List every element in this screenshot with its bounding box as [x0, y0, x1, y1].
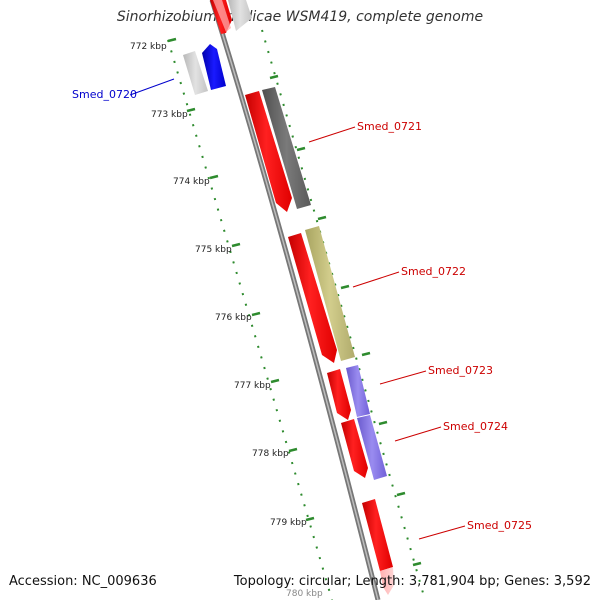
topology-text: Topology: circular; Length: 3,781,904 bp…	[233, 574, 591, 589]
leader-smed-0722	[352, 271, 400, 288]
scale-label-778: 778 kbp	[252, 449, 289, 459]
genome-title: Sinorhizobium medicae WSM419, complete g…	[116, 9, 484, 25]
scale-tick-777	[270, 378, 280, 384]
gene-smed-0724[interactable]	[341, 415, 387, 480]
leader-smed-0723	[379, 370, 427, 385]
cog-box-smed-0722[interactable]	[305, 226, 355, 361]
cog-box-smed-0720[interactable]	[183, 51, 208, 95]
gene-label-smed-0723[interactable]: Smed_0723	[428, 364, 493, 377]
gene-labels: Smed_0720 Smed_0721 Smed_0722 Smed_0723 …	[72, 88, 532, 532]
scale-tick-773	[186, 107, 196, 113]
leader-smed-0724	[394, 426, 442, 442]
cog-box-smed-0723[interactable]	[346, 365, 370, 417]
scale-label-777: 777 kbp	[234, 381, 271, 391]
gene-smed-0723[interactable]	[327, 365, 370, 420]
genome-backbone	[209, 0, 381, 600]
feature-fragment-top	[210, 0, 252, 34]
cds-forward-smed-0723[interactable]	[327, 369, 351, 420]
gene-smed-0722[interactable]	[288, 226, 355, 363]
scale-labels: 772 kbp 773 kbp 774 kbp 775 kbp 776 kbp …	[130, 42, 323, 599]
scale-label-780: 780 kbp	[286, 589, 323, 599]
scale-tick-772	[167, 37, 177, 43]
scale-label-774: 774 kbp	[173, 177, 210, 187]
gene-label-smed-0724[interactable]: Smed_0724	[443, 420, 508, 433]
scale-label-773: 773 kbp	[151, 110, 188, 120]
gene-smed-0720[interactable]	[183, 44, 226, 95]
gene-label-smed-0721[interactable]: Smed_0721	[357, 120, 422, 133]
scale-tick-774	[209, 174, 219, 180]
cog-box-smed-0721[interactable]	[262, 87, 311, 209]
scale-tick-776	[251, 311, 261, 317]
cds-forward-smed-0725-tail[interactable]	[380, 567, 394, 595]
accession-text: Accession: NC_009636	[9, 574, 157, 589]
scale-label-772: 772 kbp	[130, 42, 167, 52]
scale-track-right	[261, 29, 426, 600]
leader-smed-0720	[129, 78, 175, 96]
cds-forward-smed-0721[interactable]	[245, 91, 292, 212]
scale-ticks	[167, 37, 422, 567]
cds-reverse-smed-0720[interactable]	[202, 44, 226, 90]
scale-tick-778	[288, 447, 298, 453]
scale-label-776: 776 kbp	[215, 313, 252, 323]
leader-smed-0725	[418, 525, 466, 540]
gene-label-smed-0720[interactable]: Smed_0720	[72, 88, 137, 101]
cds-forward-smed-0725[interactable]	[362, 499, 393, 571]
genome-backbone-highlight	[211, 0, 379, 600]
scale-tick-775	[231, 242, 241, 248]
leader-smed-0721	[308, 126, 356, 143]
cog-box-smed-0724[interactable]	[357, 415, 387, 480]
cds-forward-smed-0724[interactable]	[341, 419, 368, 478]
gene-label-smed-0722[interactable]: Smed_0722	[401, 265, 466, 278]
scale-track-left	[167, 39, 333, 600]
scale-tick-779	[305, 516, 315, 522]
scale-label-779: 779 kbp	[270, 518, 307, 528]
gene-smed-0721[interactable]	[245, 87, 311, 212]
gene-label-smed-0725[interactable]: Smed_0725	[467, 519, 532, 532]
gene-smed-0725[interactable]	[362, 499, 394, 595]
cds-forward-smed-0722[interactable]	[288, 233, 337, 363]
scale-label-775: 775 kbp	[195, 245, 232, 255]
label-leaders	[129, 78, 466, 540]
